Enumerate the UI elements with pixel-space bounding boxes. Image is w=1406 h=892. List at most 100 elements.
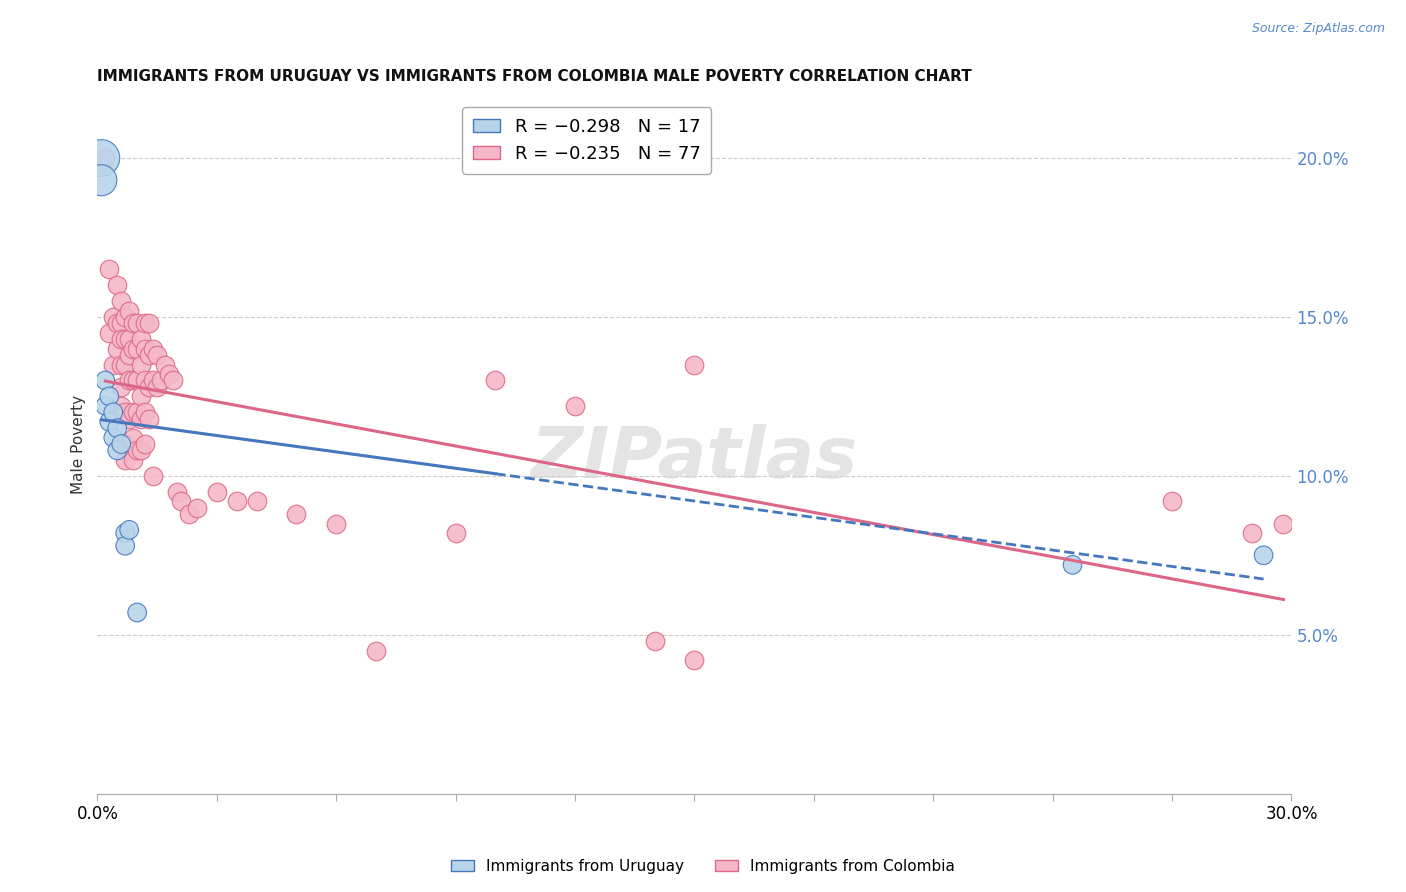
Point [129, 332, 152, 346]
Point [110, 437, 132, 451]
Point [90, 151, 112, 165]
Point [103, 431, 125, 445]
Point [138, 348, 160, 362]
Point [122, 316, 145, 330]
Point [444, 526, 467, 541]
Point [153, 358, 176, 372]
Text: ZIPatlas: ZIPatlas [530, 424, 858, 492]
Point [225, 494, 247, 508]
Point [110, 380, 132, 394]
Point [134, 405, 156, 419]
Point [134, 437, 156, 451]
Point [683, 358, 706, 372]
Point [122, 405, 145, 419]
Point [114, 332, 136, 346]
Point [564, 399, 586, 413]
Point [114, 539, 136, 553]
Point [105, 342, 128, 356]
Legend: Immigrants from Uruguay, Immigrants from Colombia: Immigrants from Uruguay, Immigrants from… [446, 853, 960, 880]
Point [134, 374, 156, 388]
Point [1272, 516, 1295, 531]
Point [98, 415, 121, 429]
Point [129, 389, 152, 403]
Point [114, 358, 136, 372]
Point [683, 653, 706, 667]
Point [122, 431, 145, 445]
Point [118, 523, 141, 537]
Point [142, 374, 165, 388]
Point [157, 367, 180, 381]
Point [118, 374, 141, 388]
Text: IMMIGRANTS FROM URUGUAY VS IMMIGRANTS FROM COLOMBIA MALE POVERTY CORRELATION CHA: IMMIGRANTS FROM URUGUAY VS IMMIGRANTS FR… [97, 69, 972, 84]
Point [146, 348, 169, 362]
Point [127, 606, 149, 620]
Point [1062, 558, 1084, 572]
Point [325, 516, 347, 531]
Point [138, 316, 160, 330]
Point [118, 303, 141, 318]
Point [98, 389, 121, 403]
Point [129, 358, 152, 372]
Point [127, 374, 149, 388]
Point [1240, 526, 1263, 541]
Point [285, 507, 308, 521]
Point [122, 342, 145, 356]
Point [114, 437, 136, 451]
Point [644, 634, 666, 648]
Point [114, 453, 136, 467]
Point [129, 411, 152, 425]
Point [127, 443, 149, 458]
Point [114, 526, 136, 541]
Text: Source: ZipAtlas.com: Source: ZipAtlas.com [1251, 22, 1385, 36]
Point [114, 405, 136, 419]
Point [105, 316, 128, 330]
Point [127, 405, 149, 419]
Point [103, 310, 125, 324]
Point [98, 262, 121, 277]
Point [484, 374, 506, 388]
Point [118, 411, 141, 425]
Point [105, 421, 128, 435]
Point [129, 443, 152, 458]
Point [205, 484, 228, 499]
Point [177, 507, 200, 521]
Point [146, 380, 169, 394]
Point [94, 374, 117, 388]
Point [127, 342, 149, 356]
Point [1161, 494, 1184, 508]
Point [364, 643, 387, 657]
Point [142, 468, 165, 483]
Point [98, 326, 121, 340]
Point [110, 399, 132, 413]
Point [122, 374, 145, 388]
Point [138, 380, 160, 394]
Point [138, 411, 160, 425]
Point [122, 453, 145, 467]
Point [94, 151, 117, 165]
Point [118, 332, 141, 346]
Point [162, 374, 184, 388]
Point [110, 332, 132, 346]
Point [142, 342, 165, 356]
Point [110, 358, 132, 372]
Point [103, 358, 125, 372]
Point [1253, 549, 1275, 563]
Point [110, 293, 132, 308]
Legend: R = −0.298   N = 17, R = −0.235   N = 77: R = −0.298 N = 17, R = −0.235 N = 77 [463, 107, 711, 174]
Point [114, 310, 136, 324]
Y-axis label: Male Poverty: Male Poverty [72, 394, 86, 493]
Point [150, 374, 173, 388]
Point [245, 494, 267, 508]
Point [105, 443, 128, 458]
Point [170, 494, 193, 508]
Point [134, 342, 156, 356]
Point [127, 316, 149, 330]
Point [186, 500, 208, 515]
Point [118, 348, 141, 362]
Point [90, 173, 112, 187]
Point [110, 316, 132, 330]
Point [105, 278, 128, 293]
Point [94, 399, 117, 413]
Point [166, 484, 188, 499]
Point [134, 316, 156, 330]
